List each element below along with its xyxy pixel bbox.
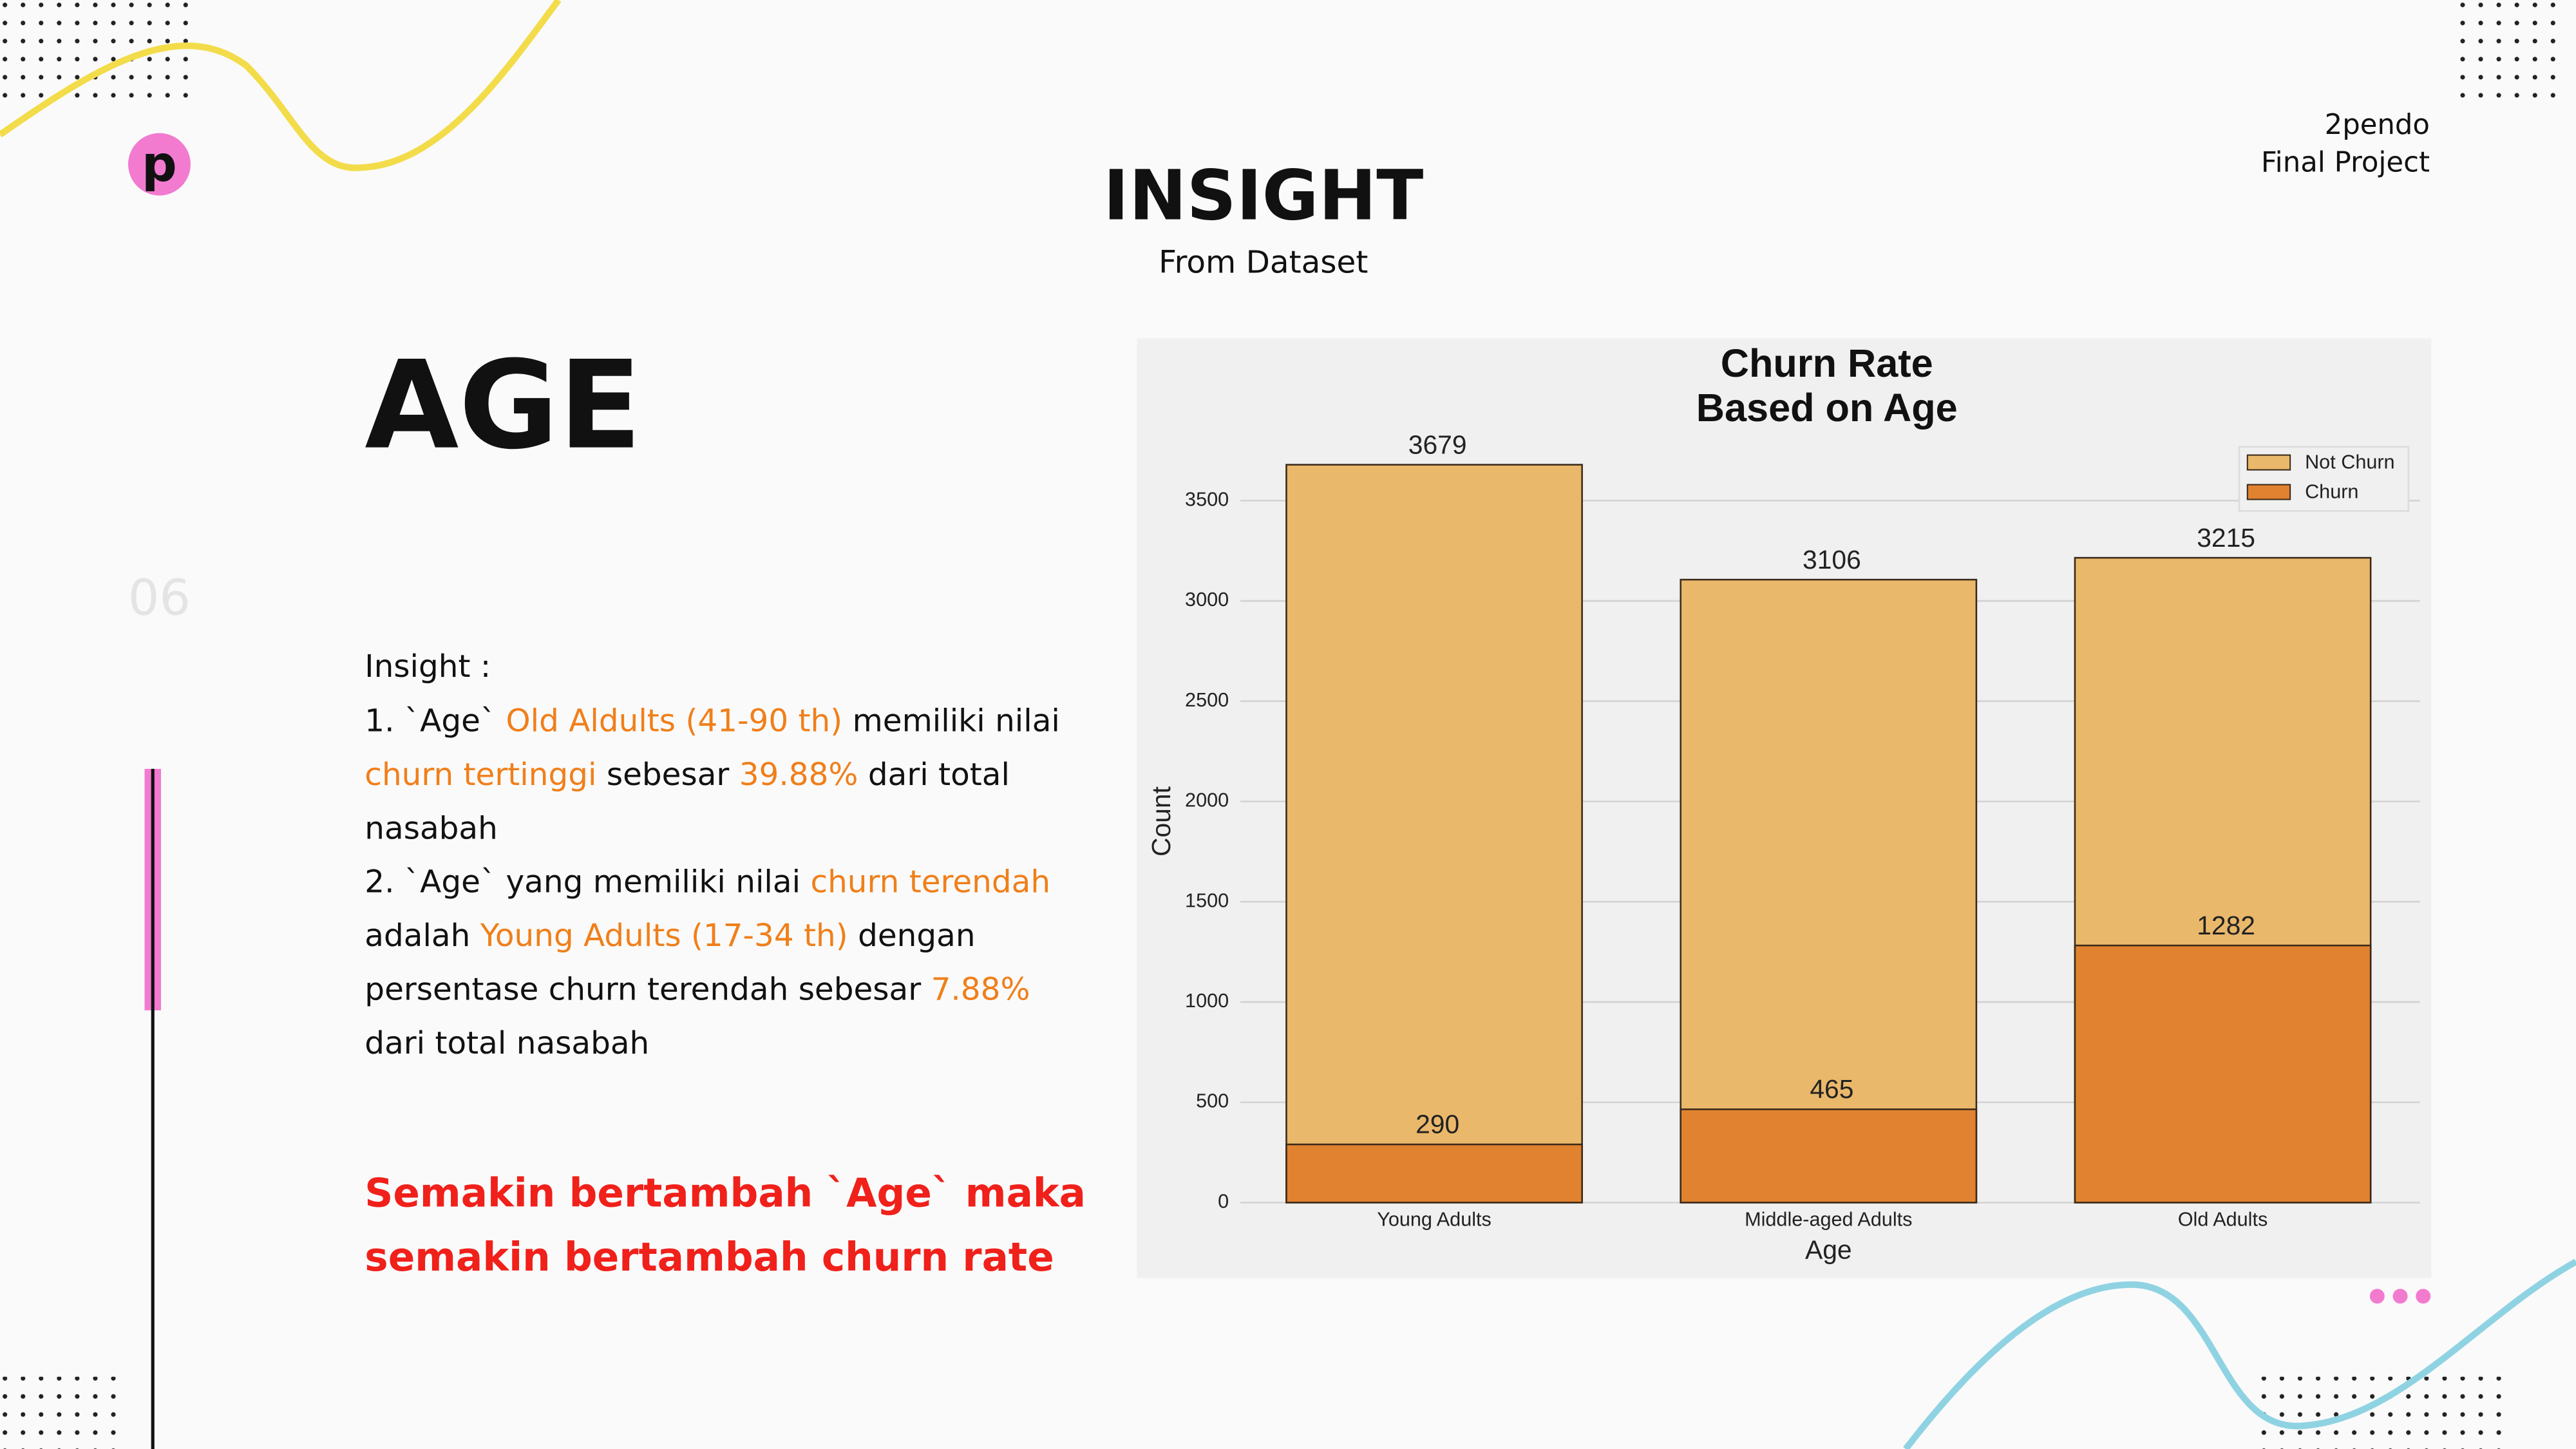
y-axis-label: Count — [1146, 786, 1176, 857]
bar — [1680, 578, 1978, 1204]
conclusion: Semakin bertambah `Age` maka — [365, 1171, 1086, 1217]
text-segment: dari total — [858, 757, 1009, 793]
highlight: churn terendah — [810, 864, 1050, 900]
highlight: churn tertinggi — [365, 757, 596, 793]
conclusion: semakin bertambah churn rate — [365, 1235, 1054, 1280]
legend-label: Churn — [2305, 480, 2358, 502]
text-segment: 2. `Age` yang memiliki nilai — [365, 864, 810, 900]
text-segment: nasabah — [365, 810, 498, 846]
bar — [1285, 464, 1583, 1204]
dot-grid — [2254, 1376, 2504, 1449]
insight-line: churn tertinggi sebesar 39.88% dari tota… — [365, 757, 1010, 793]
insight-line: adalah Young Adults (17-34 th) dengan — [365, 918, 975, 954]
brand: 2pendo — [2325, 109, 2430, 141]
insight-line: dari total nasabah — [365, 1025, 649, 1061]
text-segment: memiliki nilai — [842, 703, 1060, 739]
bar — [1285, 1143, 1583, 1204]
bar — [2074, 944, 2372, 1204]
value-label: 3679 — [1408, 430, 1467, 459]
value-label: 3106 — [1803, 545, 1861, 574]
chart-title: Based on Age — [1696, 386, 1958, 430]
decor-curve — [0, 0, 562, 171]
insight-heading: Insight : — [365, 649, 491, 685]
x-tick-label: Young Adults — [1377, 1209, 1492, 1231]
text-segment: dengan — [848, 918, 976, 954]
insight-line: 2. `Age` yang memiliki nilai churn teren… — [365, 864, 1050, 900]
value-label: 3215 — [2197, 523, 2255, 553]
value-label: 1282 — [2197, 911, 2255, 940]
highlight: 7.88% — [931, 972, 1030, 1008]
text-segment: dari total nasabah — [365, 1025, 649, 1061]
section-number: 06 — [128, 570, 191, 627]
x-tick-label: Old Adults — [2178, 1209, 2268, 1231]
brand: Final Project — [2261, 147, 2430, 179]
y-tick-label: 3000 — [1185, 589, 1229, 611]
legend-swatch — [2246, 454, 2291, 471]
y-tick-label: 2000 — [1185, 790, 1229, 811]
y-tick-label: 0 — [1218, 1190, 1229, 1212]
highlight: Young Adults (17-34 th) — [480, 918, 848, 954]
title: INSIGHT — [1103, 156, 1423, 236]
subtitle: From Dataset — [1159, 245, 1368, 281]
chart-title: Churn Rate — [1721, 341, 1933, 385]
y-tick-label: 2500 — [1185, 689, 1229, 711]
insight-line: 1. `Age` Old Aldults (41-90 th) memiliki… — [365, 703, 1060, 739]
x-axis-label: Age — [1805, 1235, 1852, 1265]
x-tick-label: Middle-aged Adults — [1745, 1209, 1912, 1231]
insight-text: 1. `Age` Old Aldults (41-90 th) memiliki… — [365, 703, 1060, 1061]
decor-dot — [2369, 1289, 2385, 1304]
legend-label: Not Churn — [2305, 451, 2395, 473]
dot-grid — [0, 1376, 125, 1449]
insight-line: persentase churn terendah sebesar 7.88% — [365, 972, 1030, 1008]
text-segment: adalah — [365, 918, 480, 954]
y-tick-label: 500 — [1196, 1090, 1229, 1112]
bar — [1680, 1108, 1978, 1204]
logo-circle — [128, 133, 191, 196]
y-tick-label: 1000 — [1185, 990, 1229, 1012]
section-title: AGE — [365, 335, 641, 477]
decor-dot — [2416, 1289, 2431, 1304]
decor-dot — [2392, 1289, 2408, 1304]
y-tick-label: 1500 — [1185, 889, 1229, 911]
y-tick-label: 3500 — [1185, 488, 1229, 510]
value-label: 465 — [1810, 1074, 1853, 1104]
text-segment: persentase churn terendah sebesar — [365, 972, 931, 1008]
dot-grid — [2448, 0, 2566, 102]
text-segment: 1. `Age` — [365, 703, 506, 739]
value-label: 290 — [1416, 1110, 1459, 1139]
insight-line: nasabah — [365, 810, 498, 846]
legend-swatch — [2246, 484, 2291, 500]
highlight: Old Aldults (41-90 th) — [506, 703, 843, 739]
text-segment: sebesar — [596, 757, 739, 793]
highlight: 39.88% — [739, 757, 858, 793]
decor-curve — [1903, 1258, 2576, 1449]
logo: p — [142, 136, 177, 193]
